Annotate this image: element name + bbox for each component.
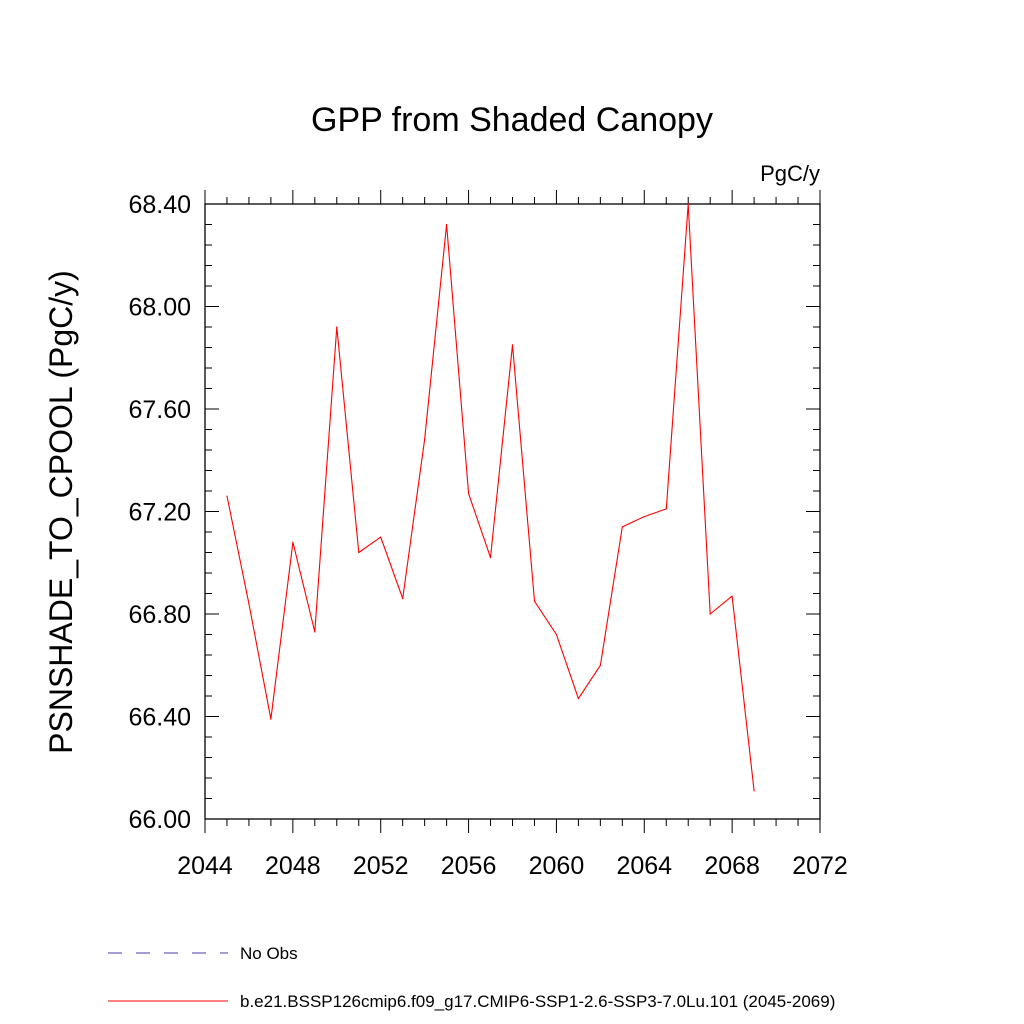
data-point [753, 790, 755, 792]
legend: No Obs b.e21.BSSP126cmip6.f09_g17.CMIP6-… [108, 944, 835, 1011]
y-tick-label: 66.80 [128, 601, 191, 629]
legend-label-no-obs: No Obs [240, 944, 298, 963]
x-tick-label: 2048 [265, 852, 321, 880]
data-point [424, 439, 426, 441]
x-tick-label: 2072 [792, 852, 848, 880]
x-tick-label: 2056 [441, 852, 497, 880]
series-layer [226, 203, 755, 792]
data-point [621, 526, 623, 528]
data-point [314, 631, 316, 633]
data-point [248, 603, 250, 605]
data-point [511, 344, 514, 346]
y-tick-label: 66.40 [128, 704, 191, 732]
y-tick-label: 67.60 [128, 396, 191, 424]
data-point [468, 493, 470, 495]
chart-title: GPP from Shaded Canopy [311, 101, 713, 139]
data-point [599, 664, 602, 666]
data-point [731, 595, 733, 597]
data-point [226, 495, 228, 497]
data-point [336, 326, 338, 328]
data-point [292, 541, 294, 543]
x-axis-ticks: 2044 2048 2052 2056 2060 2064 2068 2072 [177, 190, 848, 880]
y-tick-label: 66.00 [128, 806, 191, 834]
legend-label-run: b.e21.BSSP126cmip6.f09_g17.CMIP6-SSP1-2.… [240, 992, 835, 1011]
data-point [446, 223, 448, 226]
data-point [402, 598, 404, 600]
x-tick-label: 2052 [353, 852, 409, 880]
data-point [577, 698, 580, 700]
data-point [709, 613, 711, 615]
data-point [358, 551, 360, 554]
data-point [643, 516, 645, 518]
y-axis-ticks: 66.00 66.40 66.80 67.20 67.60 68.00 68.40 [128, 191, 820, 834]
y-tick-label: 68.00 [128, 294, 191, 322]
data-point [533, 600, 536, 602]
data-point [270, 718, 272, 720]
data-point [380, 536, 382, 538]
x-tick-label: 2068 [704, 852, 760, 880]
units-label: PgC/y [760, 161, 820, 186]
y-axis-label: PSNSHADE_TO_CPOOL (PgC/y) [43, 270, 79, 754]
x-tick-label: 2064 [616, 852, 672, 880]
data-point [555, 633, 558, 636]
x-tick-label: 2060 [529, 852, 585, 880]
data-point [665, 508, 667, 510]
y-tick-label: 68.40 [128, 191, 191, 219]
data-point [687, 203, 689, 205]
series-line-0 [226, 203, 755, 791]
y-tick-label: 67.20 [128, 499, 191, 527]
plot-frame [204, 203, 821, 820]
x-tick-label: 2044 [177, 852, 233, 880]
data-point [489, 557, 492, 559]
